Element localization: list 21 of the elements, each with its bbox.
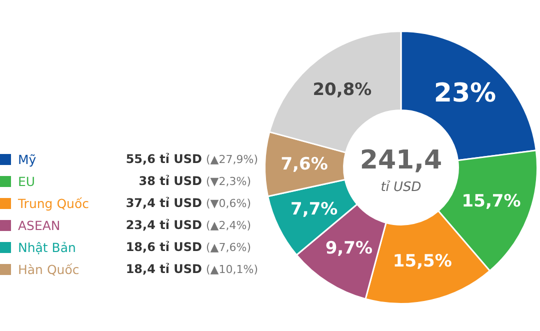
- text: 23,4 tỉ USD (▲2,4%): [124, 218, 251, 232]
- text: 37,4 tỉ USD (▼0,6%): [124, 196, 251, 210]
- legend-label: Trung Quốc: [18, 196, 90, 210]
- legend-label: EU: [18, 174, 36, 188]
- legend-label: Nhật Bản: [18, 240, 77, 254]
- data-label: 15,5%: [392, 251, 452, 272]
- data-label: 9,7%: [325, 238, 372, 258]
- data-label: 23%: [434, 78, 496, 109]
- text: 18,6 tỉ USD (▲7,6%): [124, 240, 251, 254]
- text: 55,6 tỉ USD (▲27,9%): [124, 152, 258, 166]
- text: 38 tỉ USD (▼2,3%): [138, 174, 251, 188]
- text: 18,4 tỉ USD (▲10,1%): [124, 262, 258, 276]
- data-label: 7,7%: [290, 199, 338, 220]
- text: 241,4: [360, 145, 442, 176]
- legend-label: ASEAN: [18, 218, 62, 232]
- data-label: 20,8%: [312, 80, 372, 100]
- text: tỉ USD: [380, 180, 422, 195]
- data-label: 7,6%: [280, 154, 328, 174]
- legend-label: Hàn Quốc: [18, 262, 80, 276]
- data-label: 15,7%: [462, 192, 521, 212]
- legend-label: Mỹ: [18, 152, 38, 166]
